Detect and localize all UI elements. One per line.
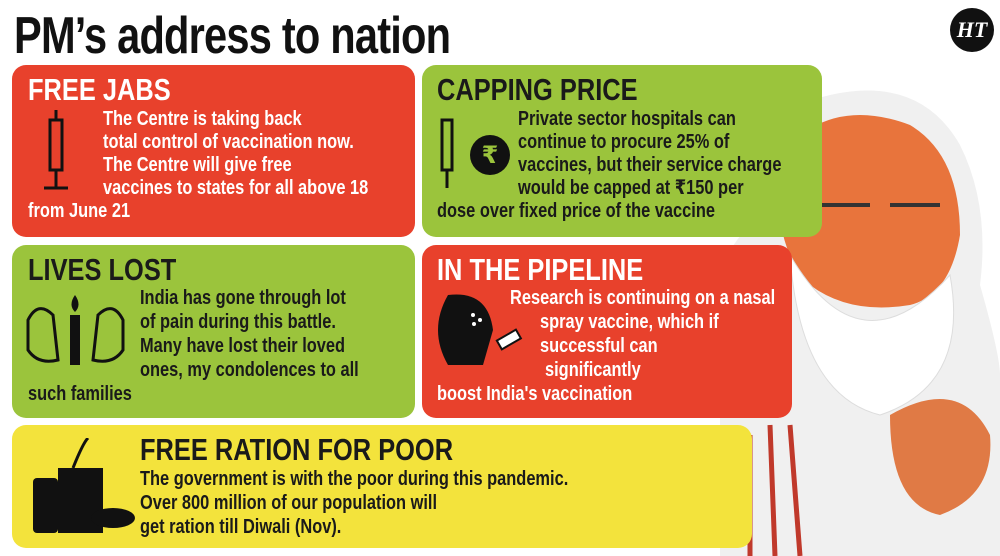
panel-line: boost India's vaccination (437, 383, 633, 405)
panel-heading: CAPPING PRICE (437, 72, 638, 107)
panel-line: from June 21 (28, 200, 131, 222)
panel-free-jabs (12, 65, 415, 237)
panel-heading: IN THE PIPELINE (437, 252, 644, 287)
panel-line: total control of vaccination now. (103, 131, 354, 153)
panel-line: of pain during this battle. (140, 311, 336, 333)
panel-line: dose over fixed price of the vaccine (437, 200, 715, 222)
ration-icon (33, 438, 135, 533)
panel-line: Many have lost their loved (140, 335, 346, 357)
syringe-icon (44, 110, 68, 190)
panel-line: vaccines to states for all above 18 (103, 177, 369, 199)
panel-line: successful can (540, 335, 658, 357)
panel-heading: LIVES LOST (28, 252, 177, 287)
panel-heading: FREE JABS (28, 72, 171, 107)
panel-line: vaccines, but their service charge (518, 154, 782, 176)
panel-line: The Centre will give free (103, 154, 292, 176)
panel-line: such families (28, 383, 132, 405)
logo: HT (950, 8, 994, 52)
panel-line: ones, my condolences to all (140, 359, 359, 381)
svg-text:₹: ₹ (482, 142, 499, 169)
price-icon: ₹ (440, 118, 510, 188)
panel-line: significantly (545, 359, 641, 381)
panel-line: India has gone through lot (140, 287, 346, 309)
panel-line: get ration till Diwali (Nov). (140, 516, 342, 538)
panel-line: would be capped at ₹150 per (518, 177, 744, 199)
nasal-spray-icon (438, 294, 523, 365)
panel-line: The government is with the poor during t… (140, 468, 569, 490)
panel-line: Over 800 million of our population will (140, 492, 438, 514)
panel-line: Research is continuing on a nasal (510, 287, 776, 309)
panel-heading: FREE RATION FOR POOR (140, 432, 454, 467)
panel-line: Private sector hospitals can (518, 108, 736, 130)
panel-line: continue to procure 25% of (518, 131, 730, 153)
title: PM’s address to nation (14, 7, 451, 65)
panel-line: The Centre is taking back (103, 108, 302, 130)
panel-free-ration (12, 425, 752, 548)
hands-icon (26, 295, 125, 365)
panel-line: spray vaccine, which if (540, 311, 719, 333)
